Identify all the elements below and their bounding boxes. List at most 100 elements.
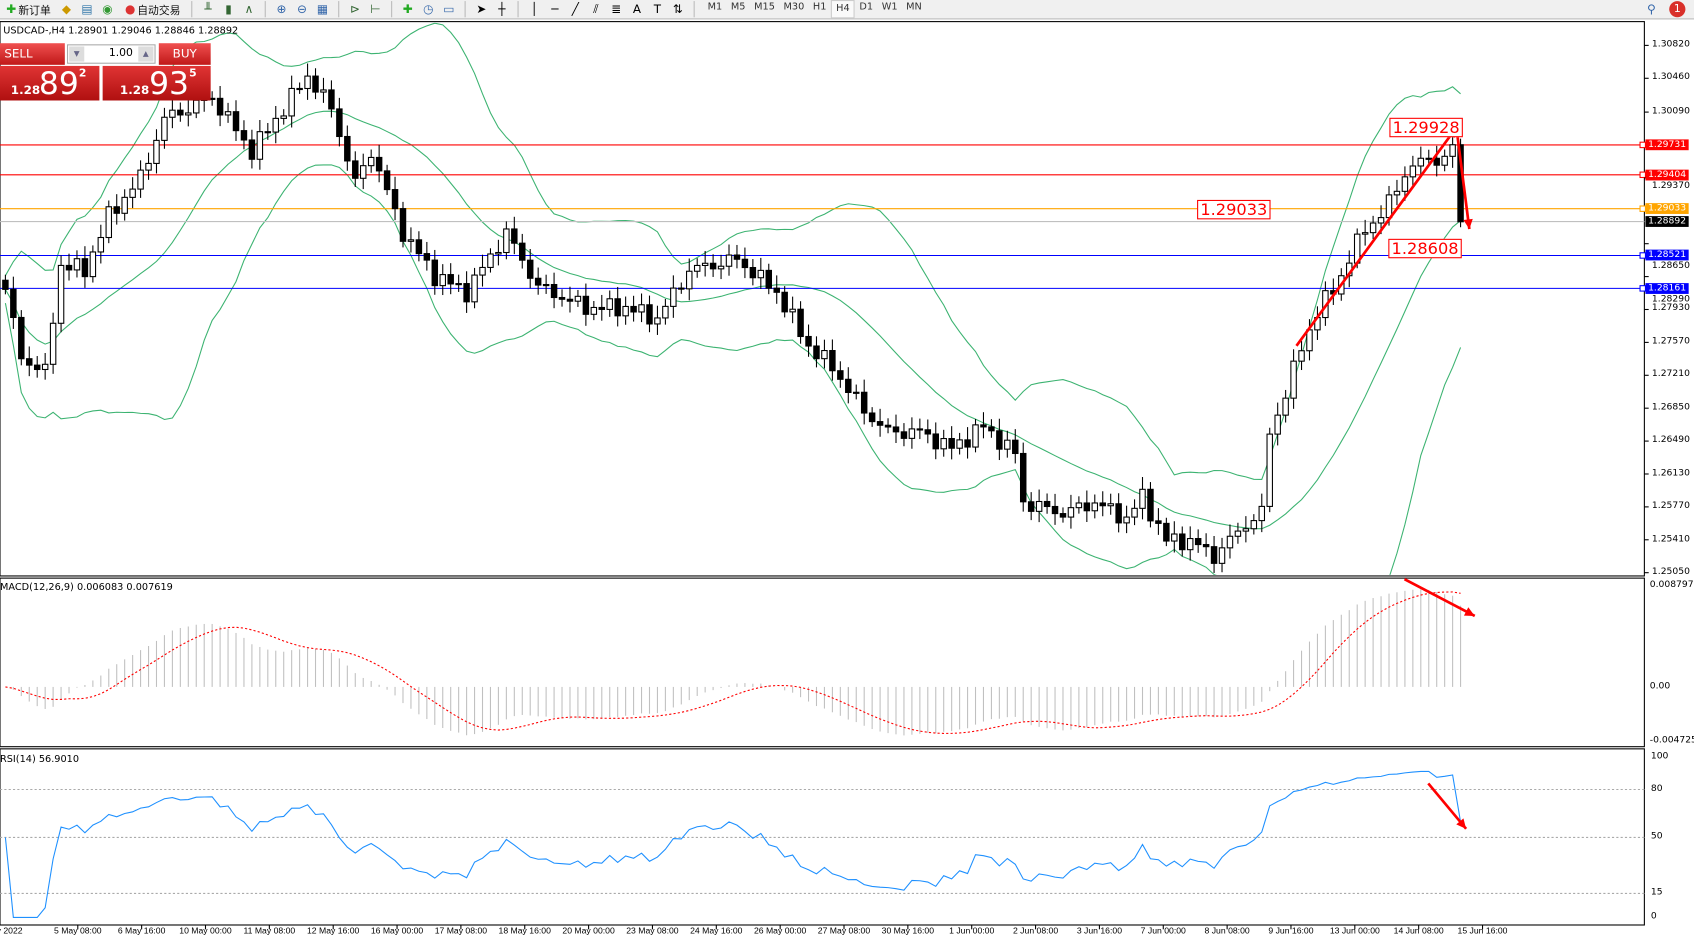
timeframe-m15[interactable]: M15 (754, 2, 775, 13)
candle (455, 274, 462, 292)
cursor-icon[interactable]: ➤ (476, 2, 487, 17)
candle-body (375, 156, 383, 172)
lot-decrease-button[interactable]: ▼ (69, 46, 85, 62)
candle (288, 75, 295, 128)
candle (956, 432, 963, 455)
tile-windows-icon[interactable]: ▦ (316, 2, 329, 17)
candle (797, 301, 804, 344)
candle-body (1186, 538, 1194, 551)
bar-chart-icon[interactable]: ╨ (204, 2, 212, 17)
candle-body (463, 283, 470, 303)
timeframe-d1[interactable]: D1 (859, 2, 874, 13)
candle-body (996, 430, 1003, 450)
candle (1171, 521, 1178, 553)
candle-body (892, 426, 900, 433)
candle-body (733, 254, 741, 260)
candle-body (479, 266, 486, 276)
sell-price-prefix: 1.28 (10, 83, 41, 98)
candle-body (1099, 502, 1106, 507)
candle-body (1290, 360, 1297, 399)
price-label-high[interactable]: 1.29928 (1389, 117, 1463, 138)
price-label-low[interactable]: 1.28608 (1388, 238, 1462, 259)
vertical-line-icon[interactable]: │ (530, 2, 538, 17)
timeframe-m1[interactable]: M1 (707, 2, 723, 13)
horizontal-line-icon[interactable]: ─ (551, 2, 559, 17)
auto-trading-button[interactable]: ● 自动交易 (121, 1, 183, 18)
candle (1019, 442, 1027, 512)
candle-body (1051, 505, 1059, 515)
text-icon[interactable]: A (632, 2, 641, 17)
timeframe-h4[interactable]: H4 (830, 0, 856, 19)
candle-body (121, 196, 128, 214)
timeframe-m30[interactable]: M30 (783, 2, 805, 13)
time-axis-label: 8 Jun 08:00 (1204, 926, 1250, 936)
indicators-icon[interactable]: ✚ (402, 2, 413, 17)
candle-body (320, 89, 327, 93)
fibonacci-icon[interactable]: ≣ (611, 2, 622, 17)
new-order-button[interactable]: ✚ 新订单 (2, 1, 53, 18)
candle-body (471, 274, 478, 303)
candle (296, 82, 303, 94)
sell-price[interactable]: 1.28 89 2 (0, 65, 100, 102)
candle (1258, 493, 1266, 533)
text-label-icon[interactable]: T (653, 2, 662, 17)
candle-body (352, 160, 359, 179)
candle-body (1123, 516, 1130, 524)
candle-body (749, 267, 757, 279)
crosshair-icon[interactable]: ┼ (498, 2, 506, 17)
zoom-in-icon[interactable]: ⊕ (276, 2, 287, 17)
candlestick-icon[interactable]: ▮ (225, 2, 232, 17)
autoscroll-icon[interactable]: ⊳ (349, 2, 360, 17)
notifications-badge[interactable]: 1 (1669, 1, 1686, 18)
timeframe-h1[interactable]: H1 (812, 2, 827, 13)
periods-icon[interactable]: ◷ (423, 2, 434, 17)
candle-body (256, 131, 264, 160)
candle (1186, 526, 1194, 561)
candle-body (1258, 505, 1266, 522)
sell-button[interactable]: SELL (0, 43, 65, 65)
equidistant-channel-icon[interactable]: ⫽ (593, 2, 599, 17)
hline-handle (1639, 285, 1646, 292)
price-axis-label: 1.29370 (1651, 180, 1690, 191)
search-icon[interactable]: ⚲ (1647, 2, 1656, 17)
navigator-icon[interactable]: ▤ (81, 2, 93, 17)
line-chart-icon[interactable]: ∧ (244, 2, 254, 17)
candle-body (701, 262, 709, 266)
zoom-out-icon[interactable]: ⊖ (296, 2, 307, 17)
candle (1194, 529, 1202, 553)
lot-size-input[interactable]: ▼ 1.00 ▲ (66, 44, 156, 64)
lot-increase-button[interactable]: ▲ (138, 46, 154, 62)
templates-icon[interactable]: ▭ (443, 2, 455, 17)
candle (542, 274, 550, 294)
candle-body (177, 109, 184, 116)
candle (1012, 429, 1019, 464)
timeframe-m5[interactable]: M5 (730, 2, 746, 13)
candle-body (41, 363, 49, 371)
reversal-arrow-arrowhead (1463, 218, 1473, 230)
candle-body (773, 287, 780, 293)
candle (447, 263, 454, 295)
candle-body (948, 438, 955, 449)
signals-icon[interactable]: ◉ (102, 2, 113, 17)
candle (336, 97, 343, 147)
timeframe-mn[interactable]: MN (906, 2, 922, 13)
candle-body (1139, 488, 1146, 509)
price-label-mid[interactable]: 1.29033 (1197, 199, 1271, 220)
candle (574, 289, 582, 307)
candle-body (1027, 501, 1035, 512)
buy-button[interactable]: BUY (158, 43, 211, 65)
candle-body (860, 391, 868, 414)
chart-shift-icon[interactable]: ⊢ (370, 2, 381, 17)
buy-price-big: 93 (149, 64, 189, 102)
candle (1401, 166, 1409, 201)
buy-price[interactable]: 1.28 93 5 (102, 64, 211, 102)
timeframe-bar: M1 M5 M15 M30 H1 H4 D1 W1 MN (703, 0, 926, 19)
candle-body (1282, 397, 1289, 416)
market-watch-icon[interactable]: ◆ (61, 2, 72, 17)
arrows-icon[interactable]: ⇅ (672, 2, 683, 17)
time-axis-label: 16 May 00:00 (370, 926, 424, 936)
trendline-icon[interactable]: ╱ (571, 2, 579, 17)
timeframe-w1[interactable]: W1 (881, 2, 898, 13)
candle-body (383, 170, 391, 191)
